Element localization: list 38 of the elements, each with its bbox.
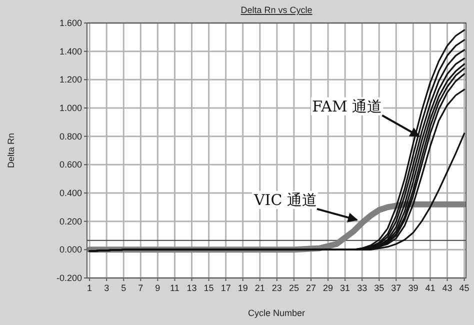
x-tick-label: 11 bbox=[170, 283, 180, 293]
x-tick-label: 33 bbox=[357, 283, 368, 293]
x-tick-label: 7 bbox=[138, 283, 144, 293]
y-tick-label: 0.400 bbox=[59, 188, 82, 198]
y-tick-label: 1.400 bbox=[59, 46, 82, 56]
x-tick-label: 9 bbox=[155, 283, 160, 293]
x-tick-label: 5 bbox=[121, 283, 126, 293]
x-tick-label: 21 bbox=[254, 283, 265, 293]
x-tick-label: 31 bbox=[340, 283, 350, 293]
y-tick-label: -0.200 bbox=[56, 273, 82, 283]
x-tick-label: 15 bbox=[204, 283, 214, 293]
y-tick-label: 1.200 bbox=[59, 74, 82, 85]
y-axis-title: Delta Rn bbox=[6, 132, 16, 168]
x-tick-label: 27 bbox=[306, 283, 316, 293]
x-tick-label: 39 bbox=[408, 283, 418, 293]
x-tick-label: 43 bbox=[442, 283, 452, 293]
chart-title: Delta Rn vs Cycle bbox=[240, 5, 312, 15]
x-axis-title: Cycle Number bbox=[248, 308, 306, 318]
y-tick-label: 0.800 bbox=[59, 131, 82, 142]
y-tick-label: 0.000 bbox=[59, 244, 82, 255]
annotation: FAM 通道 bbox=[312, 97, 382, 116]
x-tick-label: 19 bbox=[238, 283, 248, 293]
x-tick-label: 25 bbox=[288, 283, 299, 293]
x-tick-label: 41 bbox=[425, 283, 436, 293]
x-tick-label: 29 bbox=[323, 283, 334, 293]
annotation: VIC 通道 bbox=[252, 190, 317, 209]
x-tick-label: 13 bbox=[186, 283, 197, 293]
y-tick-label: 0.200 bbox=[59, 216, 82, 226]
x-tick-label: 45 bbox=[459, 283, 470, 293]
y-tick-label: 1.600 bbox=[59, 18, 82, 28]
x-tick-label: 3 bbox=[104, 283, 110, 293]
x-tick-label: 17 bbox=[220, 283, 231, 293]
x-tick-label: 37 bbox=[391, 283, 402, 293]
x-tick-label: 35 bbox=[374, 283, 384, 293]
x-tick-label: 23 bbox=[272, 283, 282, 293]
x-tick-label: 1 bbox=[87, 283, 92, 293]
y-tick-label: 0.600 bbox=[59, 160, 82, 170]
y-tick-label: 1.000 bbox=[59, 103, 82, 113]
